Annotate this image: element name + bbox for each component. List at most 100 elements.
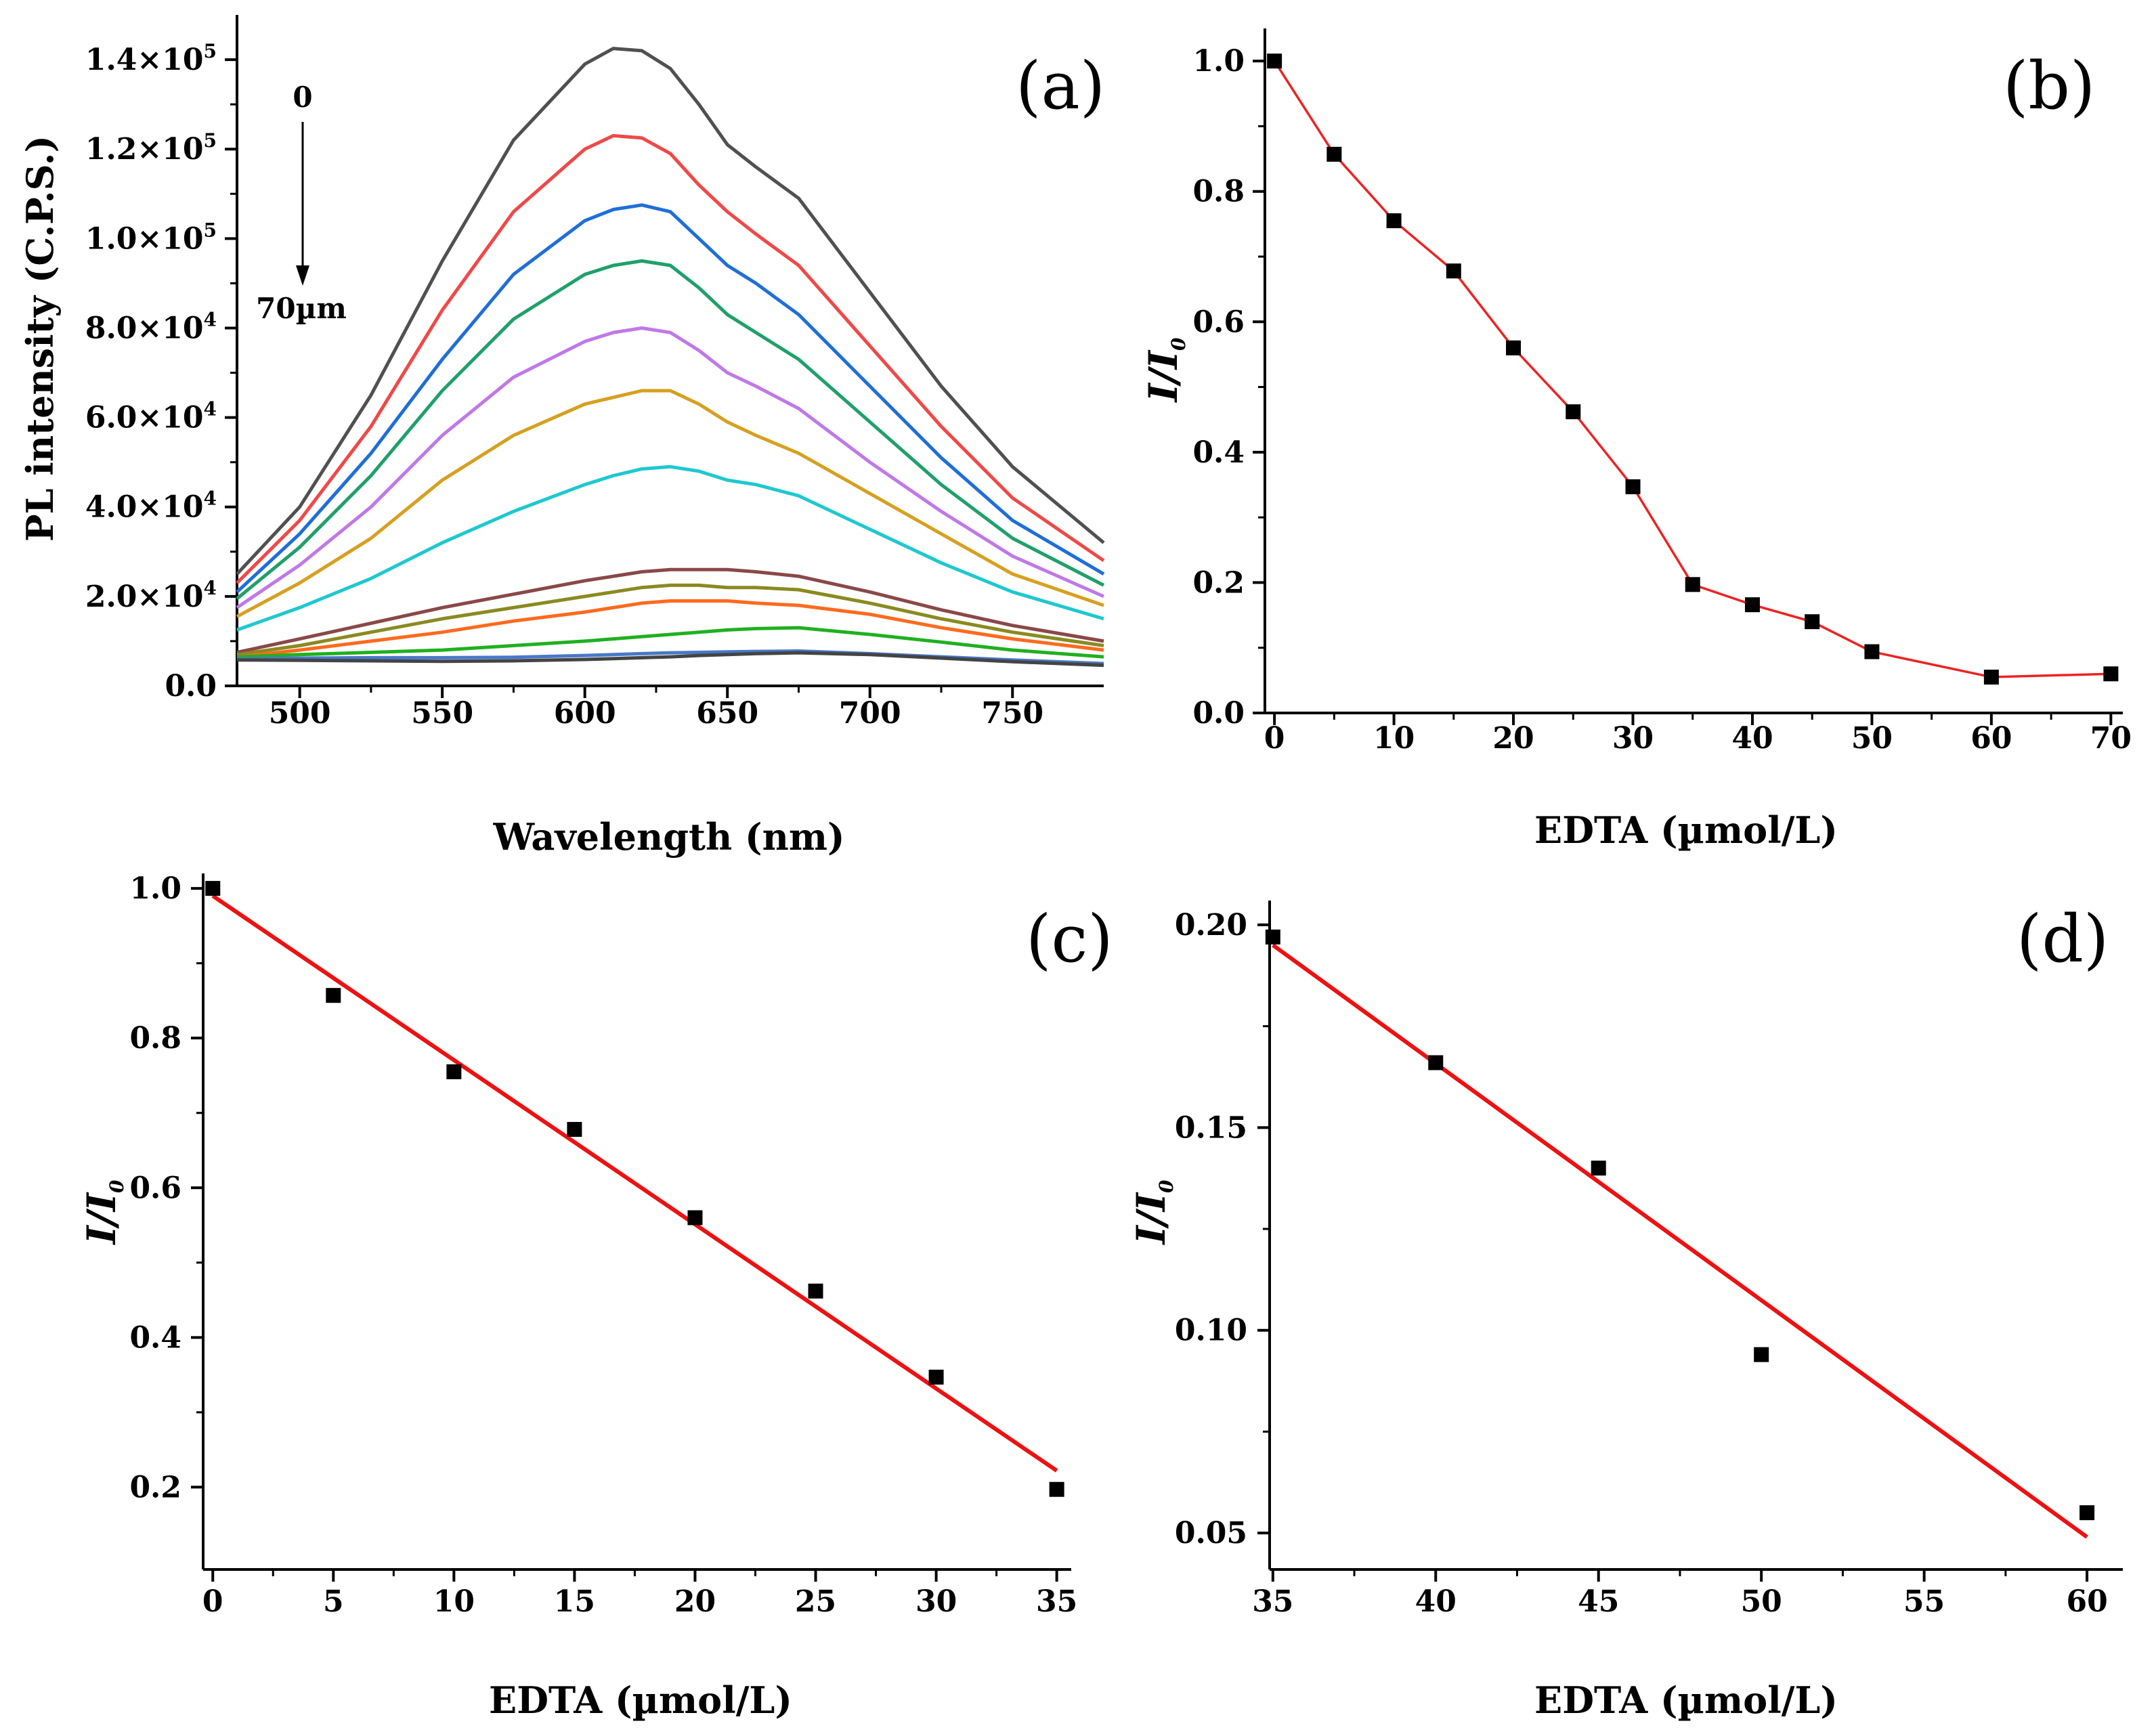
panel-b-data-point xyxy=(1625,479,1641,494)
panel-b-data-point xyxy=(1446,263,1461,279)
panel-a-annotation-start: 0 xyxy=(293,81,312,114)
panel-b-y-tick-label: 0.8 xyxy=(1192,175,1245,209)
panel-a-y-tick-label: 2.0×104 xyxy=(85,577,217,614)
panel-d-y-tick-label: 0.15 xyxy=(1175,1110,1247,1145)
panel-d-y-tick-label: 0.05 xyxy=(1175,1516,1247,1551)
panel-d-label: (d) xyxy=(2017,901,2109,977)
panel-a-series-line xyxy=(236,651,1104,668)
panel-a-series-line xyxy=(236,464,1104,632)
panel-b: I/I0 EDTA (µmol/L) (b) 0 10 20 30 40 50 60 70 0.… xyxy=(1140,28,2132,852)
panel-a-y-tick-label: 6.0×104 xyxy=(85,398,217,435)
panel-b-xlabel: EDTA (µmol/L) xyxy=(1534,808,1838,852)
panel-c-data-point xyxy=(567,1122,582,1137)
panel-b-x-tick-label: 70 xyxy=(2090,721,2132,756)
panel-a-label: (a) xyxy=(1016,48,1105,124)
panel-b-data-point xyxy=(1864,644,1880,659)
panel-c-data-point xyxy=(808,1283,823,1299)
panel-b-y-tick-label: 0.2 xyxy=(1192,565,1245,600)
panel-a-series-line xyxy=(236,326,1105,609)
panel-b-data-point xyxy=(1267,53,1282,69)
panel-a-annotation-end: 70µm xyxy=(256,292,347,325)
panel-b-y-tick-label: 0.6 xyxy=(1192,305,1245,339)
panel-b-label: (b) xyxy=(2003,48,2095,124)
panel-a-annotation-arrowhead xyxy=(296,265,309,286)
panel-b-x-tick-label: 20 xyxy=(1492,721,1534,756)
panel-d: I/I0 EDTA (µmol/L) (d) 35 40 45 50 55 60 0.05 0… xyxy=(1128,901,2123,1722)
panel-c-x-tick-label: 20 xyxy=(674,1584,716,1619)
panel-a-series-line xyxy=(236,599,1104,659)
panel-b-x-tick-label: 0 xyxy=(1264,721,1285,756)
panel-b-y-tick-label: 0.0 xyxy=(1192,696,1245,731)
panel-c-x-tick-label: 5 xyxy=(323,1584,344,1619)
panel-b-data-point xyxy=(1685,577,1700,592)
panel-b-x-tick-label: 40 xyxy=(1731,721,1773,756)
panel-c-y-tick-label: 0.4 xyxy=(129,1320,181,1355)
panel-d-data-point xyxy=(1428,1055,1444,1070)
panel-a-y-tick-label: 1.0×105 xyxy=(85,219,217,256)
panel-c-x-tick-label: 25 xyxy=(795,1584,836,1619)
panel-c-data-point xyxy=(446,1064,462,1079)
panel-a-series-line xyxy=(236,389,1104,618)
panel-c-data-point xyxy=(326,988,341,1003)
panel-d-x-tick-label: 50 xyxy=(1741,1584,1782,1619)
panel-a-series-line xyxy=(236,203,1105,594)
panel-c-data-point xyxy=(1049,1481,1064,1497)
panel-d-y-tick-label: 0.10 xyxy=(1175,1314,1247,1348)
panel-b-x-tick-label: 60 xyxy=(1970,721,2012,756)
panel-c-data-point xyxy=(687,1210,703,1226)
panel-a-x-tick-label: 500 xyxy=(269,696,331,731)
panel-d-data-point xyxy=(1591,1161,1606,1176)
panel-b-data-point xyxy=(1506,340,1522,355)
panel-b-data-point xyxy=(1566,404,1581,420)
panel-a-series-line xyxy=(236,259,1105,601)
panel-c-data-point xyxy=(928,1369,944,1385)
panel-d-x-tick-label: 45 xyxy=(1578,1584,1619,1619)
panel-a: PL intensity (C.P.S.) Wavelength (nm) (a… xyxy=(18,15,1105,859)
panel-d-data-point xyxy=(2079,1505,2095,1521)
panel-c-ylabel: I/I0 xyxy=(79,1179,128,1245)
panel-d-data-point xyxy=(1754,1347,1769,1362)
panel-c-data-point xyxy=(205,881,221,896)
panel-a-series-line xyxy=(236,567,1104,654)
panel-c-x-tick-label: 15 xyxy=(554,1584,595,1619)
panel-c-xlabel: EDTA (µmol/L) xyxy=(489,1678,792,1722)
panel-c-x-tick-label: 30 xyxy=(915,1584,957,1619)
panel-a-x-tick-label: 700 xyxy=(839,696,901,731)
panel-c: I/I0 EDTA (µmol/L) (c) 0 5 10 15 20 25 30 35 0.2… xyxy=(79,871,1113,1722)
panel-c-x-tick-label: 10 xyxy=(433,1584,475,1619)
panel-d-xlabel: EDTA (µmol/L) xyxy=(1534,1678,1838,1722)
panel-b-data-point xyxy=(1386,213,1402,229)
panel-b-x-tick-label: 50 xyxy=(1851,721,1893,756)
panel-b-data-point xyxy=(1327,146,1342,162)
panel-b-y-tick-label: 1.0 xyxy=(1192,44,1245,79)
panel-c-x-tick-label: 35 xyxy=(1036,1584,1077,1619)
panel-a-y-tick-label: 0.0 xyxy=(165,669,217,703)
panel-c-y-tick-label: 0.8 xyxy=(129,1021,181,1056)
panel-b-y-tick-label: 0.4 xyxy=(1192,435,1245,470)
panel-a-x-tick-label: 750 xyxy=(981,696,1043,731)
panel-b-data-point xyxy=(1983,670,1999,685)
panel-a-y-tick-label: 4.0×104 xyxy=(85,487,217,525)
panel-a-x-tick-label: 550 xyxy=(411,696,473,731)
panel-a-series-line xyxy=(236,583,1104,657)
panel-d-x-tick-label: 55 xyxy=(1903,1584,1945,1619)
panel-a-ylabel: PL intensity (C.P.S.) xyxy=(18,135,62,542)
panel-c-y-tick-label: 0.6 xyxy=(129,1171,181,1205)
panel-a-x-tick-label: 600 xyxy=(554,696,616,731)
panel-d-y-tick-label: 0.20 xyxy=(1175,908,1247,942)
panel-a-y-tick-label: 8.0×104 xyxy=(85,308,217,345)
panel-b-x-tick-label: 10 xyxy=(1373,721,1415,756)
panel-a-y-tick-label: 1.2×105 xyxy=(85,129,217,167)
panel-d-x-tick-label: 40 xyxy=(1415,1584,1457,1619)
panel-b-ylabel: I/I0 xyxy=(1140,337,1190,403)
panel-a-series-line xyxy=(236,47,1105,576)
panel-c-x-tick-label: 0 xyxy=(202,1584,223,1619)
panel-d-data-point xyxy=(1265,929,1280,945)
panel-a-xlabel: Wavelength (nm) xyxy=(492,815,844,859)
panel-a-y-tick-label: 1.4×105 xyxy=(85,40,217,77)
panel-b-data-point xyxy=(1805,614,1820,630)
panel-b-data-point xyxy=(2103,666,2119,682)
panel-a-x-tick-label: 650 xyxy=(696,696,758,731)
panel-b-data-point xyxy=(1744,597,1760,613)
